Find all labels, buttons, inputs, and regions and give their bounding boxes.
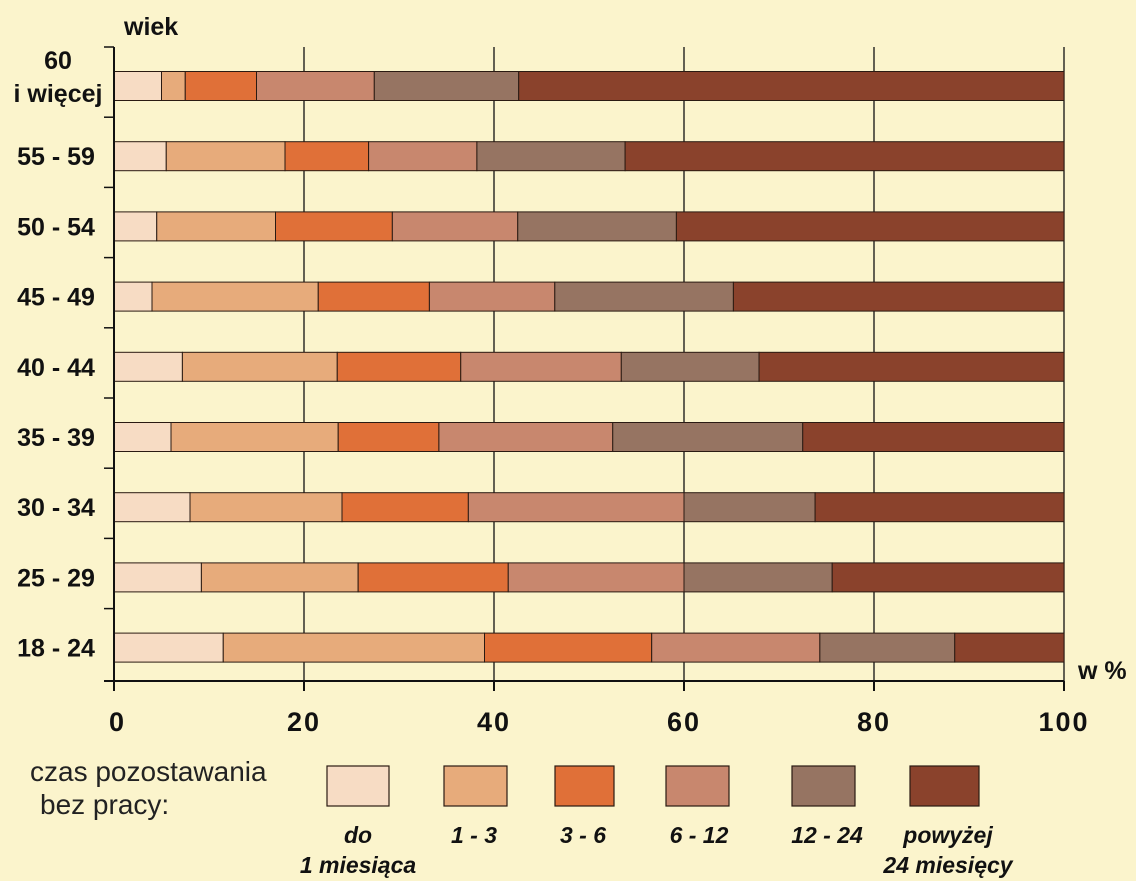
y-label: 25 - 29 (17, 564, 95, 592)
bar-segment (467, 492, 685, 523)
bars (113, 71, 1065, 663)
bar-segment (200, 562, 359, 593)
y-label: 35 - 39 (17, 424, 95, 452)
bar-segment (732, 281, 1065, 312)
legend-label: do (344, 822, 372, 848)
y-label: i więcej (14, 80, 103, 108)
bar-segment (476, 141, 626, 172)
bar-segment (284, 141, 370, 172)
bar-segment (517, 211, 677, 242)
y-label: 60 (44, 47, 72, 75)
bar-segment (620, 351, 760, 382)
x-tick-label: 60 (667, 707, 701, 737)
legend-label: 3 - 6 (560, 822, 606, 848)
legend-swatch (909, 765, 980, 807)
bar-segment (113, 211, 158, 242)
legend-label: 6 - 12 (670, 822, 729, 848)
bar-segment (651, 632, 821, 663)
bar-segment (317, 281, 430, 312)
bar-segment (156, 211, 276, 242)
x-tick-labels: 0 20 40 60 80 100 (109, 707, 1089, 737)
y-axis-title: wiek (123, 13, 178, 41)
bar-segment (337, 422, 440, 452)
legend-label: 12 - 24 (791, 822, 863, 848)
y-label: 30 - 34 (17, 494, 95, 522)
bar-segment (683, 492, 816, 523)
bar-segment (113, 562, 202, 593)
legend-swatch (554, 765, 615, 807)
bar-segment (391, 211, 519, 242)
legend-title: bez pracy: (40, 789, 169, 820)
bar-segment (151, 281, 319, 312)
bar-segment (113, 632, 224, 663)
bar-segment (554, 281, 734, 312)
y-label: 18 - 24 (17, 635, 95, 663)
bar-segment (814, 492, 1065, 523)
bar-segment (113, 422, 172, 452)
legend-swatch (791, 765, 856, 807)
bar-segment (189, 492, 343, 523)
bar-segment (368, 141, 478, 172)
bar-segment (819, 632, 956, 663)
legend-swatch (665, 765, 730, 807)
bar-segment (113, 141, 167, 172)
bar-segment (831, 562, 1065, 593)
bar-segment (165, 141, 286, 172)
x-axis-title: w % (1077, 657, 1127, 685)
bar-segment (954, 632, 1065, 663)
x-tick-label: 100 (1038, 707, 1089, 737)
x-tick-label: 0 (109, 707, 126, 737)
bar-segment (222, 632, 485, 663)
bar-segment (518, 71, 1065, 101)
bar-segment (758, 351, 1065, 382)
y-label: 45 - 49 (17, 284, 95, 312)
bar-segment (113, 281, 153, 312)
bar-segment (460, 351, 622, 382)
x-tick-label: 80 (857, 707, 891, 737)
bar-segment (612, 422, 804, 452)
bar-segment (336, 351, 462, 382)
x-tick-label: 20 (287, 707, 321, 737)
bar-segment (484, 632, 653, 663)
y-tick-labels: 60 i więcej 55 - 59 50 - 54 45 - 49 40 - 44 35… (14, 47, 103, 663)
legend-swatch (326, 765, 390, 807)
bar-segment (184, 71, 257, 101)
y-label: 50 - 54 (17, 213, 95, 241)
legend-label: 1 - 3 (451, 822, 497, 848)
bar-segment (113, 351, 183, 382)
bar-segment (275, 211, 393, 242)
bar-segment (170, 422, 339, 452)
bar-segment (113, 492, 191, 523)
legend-label: powyżej (902, 822, 993, 848)
bar-segment (683, 562, 833, 593)
bar-segment (181, 351, 338, 382)
bar-segment (675, 211, 1065, 242)
bar-segment (256, 71, 375, 101)
axes (104, 46, 1065, 691)
bar-segment (357, 562, 509, 593)
bar-segment (624, 141, 1065, 172)
bar-segment (161, 71, 186, 101)
bar-segment (341, 492, 469, 523)
bar-segment (438, 422, 614, 452)
bar-segment (113, 71, 162, 101)
x-tick-label: 40 (477, 707, 511, 737)
legend-swatch (443, 765, 508, 807)
bar-segment (373, 71, 520, 101)
bar-segment (428, 281, 556, 312)
legend-title: czas pozostawania (30, 756, 267, 787)
legend-label: 24 miesięcy (882, 852, 1013, 878)
y-label: 40 - 44 (17, 354, 95, 382)
y-label: 55 - 59 (17, 143, 95, 171)
bar-segment (802, 422, 1065, 452)
legend-label: 1 miesiąca (300, 852, 417, 878)
bar-segment (507, 562, 685, 593)
